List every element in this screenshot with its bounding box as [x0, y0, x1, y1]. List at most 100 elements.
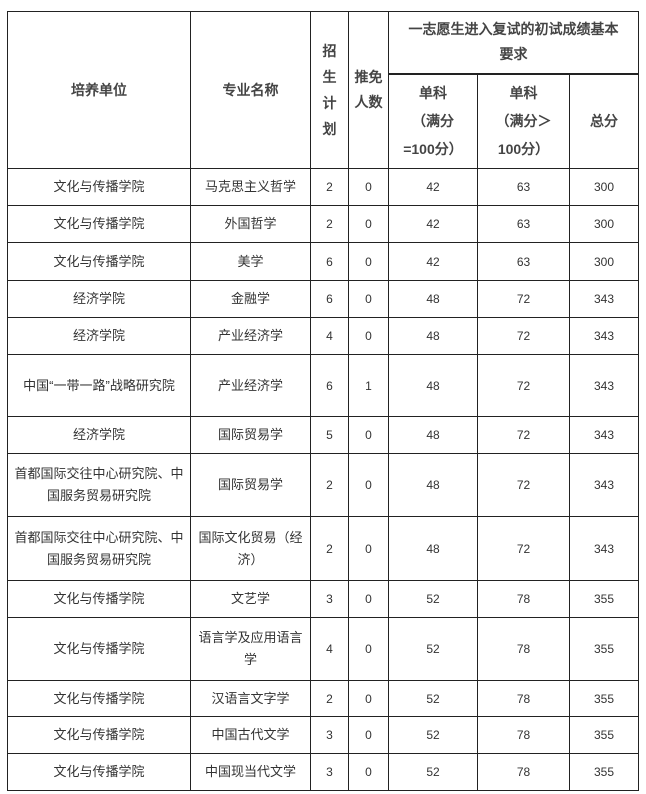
cell-unit: 首都国际交往中心研究院、中国服务贸易研究院 — [7, 516, 191, 581]
table-row: 文化与传播学院 文艺学 3 0 52 78 355 — [7, 580, 639, 618]
cell-major: 文艺学 — [190, 580, 311, 618]
cell-total: 355 — [569, 753, 639, 791]
cell-exempt: 0 — [348, 516, 389, 581]
cell-single-100: 48 — [388, 317, 478, 355]
cell-plan: 6 — [310, 280, 349, 318]
cell-single-gt100: 78 — [477, 580, 570, 618]
cell-major: 美学 — [190, 242, 311, 281]
cell-plan: 2 — [310, 205, 349, 243]
cell-unit: 文化与传播学院 — [7, 753, 191, 791]
cell-total: 300 — [569, 242, 639, 281]
cell-single-100: 42 — [388, 168, 478, 206]
cell-major: 汉语言文字学 — [190, 680, 311, 717]
table-row: 经济学院 国际贸易学 5 0 48 72 343 — [7, 416, 639, 454]
cell-unit: 首都国际交往中心研究院、中国服务贸易研究院 — [7, 453, 191, 517]
cell-plan: 2 — [310, 168, 349, 206]
header-total: 总分 — [569, 73, 639, 169]
table-row: 经济学院 产业经济学 4 0 48 72 343 — [7, 317, 639, 355]
cell-single-100: 48 — [388, 416, 478, 454]
cell-unit: 文化与传播学院 — [7, 580, 191, 618]
cell-major: 产业经济学 — [190, 317, 311, 355]
cell-single-gt100: 78 — [477, 617, 570, 681]
cell-exempt: 0 — [348, 317, 389, 355]
cell-exempt: 0 — [348, 205, 389, 243]
cell-major: 国际文化贸易（经济） — [190, 516, 311, 581]
cell-single-gt100: 63 — [477, 168, 570, 206]
cell-unit: 文化与传播学院 — [7, 716, 191, 754]
table-row: 中国“一带一路”战略研究院 产业经济学 6 1 48 72 343 — [7, 354, 639, 417]
cell-major: 国际贸易学 — [190, 416, 311, 454]
cell-total: 343 — [569, 453, 639, 517]
cell-major: 马克思主义哲学 — [190, 168, 311, 206]
cell-unit: 文化与传播学院 — [7, 242, 191, 281]
cell-exempt: 0 — [348, 580, 389, 618]
score-requirements-table: 培养单位 专业名称 招 生 计 划 推免人数 一志愿生进入复试的初试成绩基本要求… — [7, 11, 639, 791]
table-row: 文化与传播学院 语言学及应用语言学 4 0 52 78 355 — [7, 617, 639, 681]
cell-single-100: 48 — [388, 280, 478, 318]
cell-single-gt100: 72 — [477, 354, 570, 417]
cell-total: 355 — [569, 716, 639, 754]
cell-plan: 5 — [310, 416, 349, 454]
header-exempt: 推免人数 — [348, 11, 389, 169]
cell-total: 343 — [569, 416, 639, 454]
cell-single-gt100: 78 — [477, 716, 570, 754]
table-row: 首都国际交往中心研究院、中国服务贸易研究院 国际文化贸易（经济） 2 0 48 72 343 — [7, 516, 639, 581]
cell-single-100: 48 — [388, 516, 478, 581]
cell-single-gt100: 63 — [477, 205, 570, 243]
cell-single-100: 48 — [388, 354, 478, 417]
cell-total: 343 — [569, 354, 639, 417]
cell-total: 300 — [569, 205, 639, 243]
cell-single-100: 52 — [388, 753, 478, 791]
table-row: 文化与传播学院 中国古代文学 3 0 52 78 355 — [7, 716, 639, 754]
cell-unit: 经济学院 — [7, 317, 191, 355]
cell-plan: 4 — [310, 317, 349, 355]
table-row: 首都国际交往中心研究院、中国服务贸易研究院 国际贸易学 2 0 48 72 343 — [7, 453, 639, 517]
header-plan: 招 生 计 划 — [310, 11, 349, 169]
cell-total: 343 — [569, 280, 639, 318]
cell-single-gt100: 72 — [477, 280, 570, 318]
cell-single-100: 52 — [388, 680, 478, 717]
table-row: 文化与传播学院 外国哲学 2 0 42 63 300 — [7, 205, 639, 243]
cell-exempt: 1 — [348, 354, 389, 417]
cell-major: 国际贸易学 — [190, 453, 311, 517]
cell-plan: 3 — [310, 753, 349, 791]
table-row: 文化与传播学院 美学 6 0 42 63 300 — [7, 242, 639, 281]
cell-single-100: 52 — [388, 580, 478, 618]
cell-single-100: 42 — [388, 205, 478, 243]
cell-single-gt100: 72 — [477, 453, 570, 517]
cell-total: 355 — [569, 617, 639, 681]
cell-plan: 2 — [310, 453, 349, 517]
cell-single-100: 48 — [388, 453, 478, 517]
header-single-gt100: 单科 （满分＞ 100分） — [477, 73, 570, 169]
table-row: 经济学院 金融学 6 0 48 72 343 — [7, 280, 639, 318]
cell-single-gt100: 78 — [477, 680, 570, 717]
header-score-group: 一志愿生进入复试的初试成绩基本要求 — [388, 11, 639, 75]
cell-single-100: 52 — [388, 716, 478, 754]
cell-exempt: 0 — [348, 280, 389, 318]
cell-unit: 中国“一带一路”战略研究院 — [7, 354, 191, 417]
cell-total: 300 — [569, 168, 639, 206]
cell-exempt: 0 — [348, 617, 389, 681]
table-row: 文化与传播学院 汉语言文字学 2 0 52 78 355 — [7, 680, 639, 717]
cell-exempt: 0 — [348, 716, 389, 754]
cell-exempt: 0 — [348, 753, 389, 791]
cell-unit: 文化与传播学院 — [7, 680, 191, 717]
cell-total: 343 — [569, 516, 639, 581]
cell-single-gt100: 78 — [477, 753, 570, 791]
cell-unit: 文化与传播学院 — [7, 617, 191, 681]
cell-single-gt100: 72 — [477, 416, 570, 454]
cell-major: 语言学及应用语言学 — [190, 617, 311, 681]
cell-exempt: 0 — [348, 680, 389, 717]
cell-exempt: 0 — [348, 453, 389, 517]
cell-single-100: 42 — [388, 242, 478, 281]
header-single-100: 单科 （满分 =100分） — [388, 73, 478, 169]
header-major: 专业名称 — [190, 11, 311, 169]
cell-major: 中国现当代文学 — [190, 753, 311, 791]
cell-major: 金融学 — [190, 280, 311, 318]
cell-plan: 6 — [310, 242, 349, 281]
cell-single-gt100: 72 — [477, 317, 570, 355]
cell-exempt: 0 — [348, 242, 389, 281]
cell-plan: 3 — [310, 580, 349, 618]
header-unit: 培养单位 — [7, 11, 191, 169]
cell-plan: 6 — [310, 354, 349, 417]
